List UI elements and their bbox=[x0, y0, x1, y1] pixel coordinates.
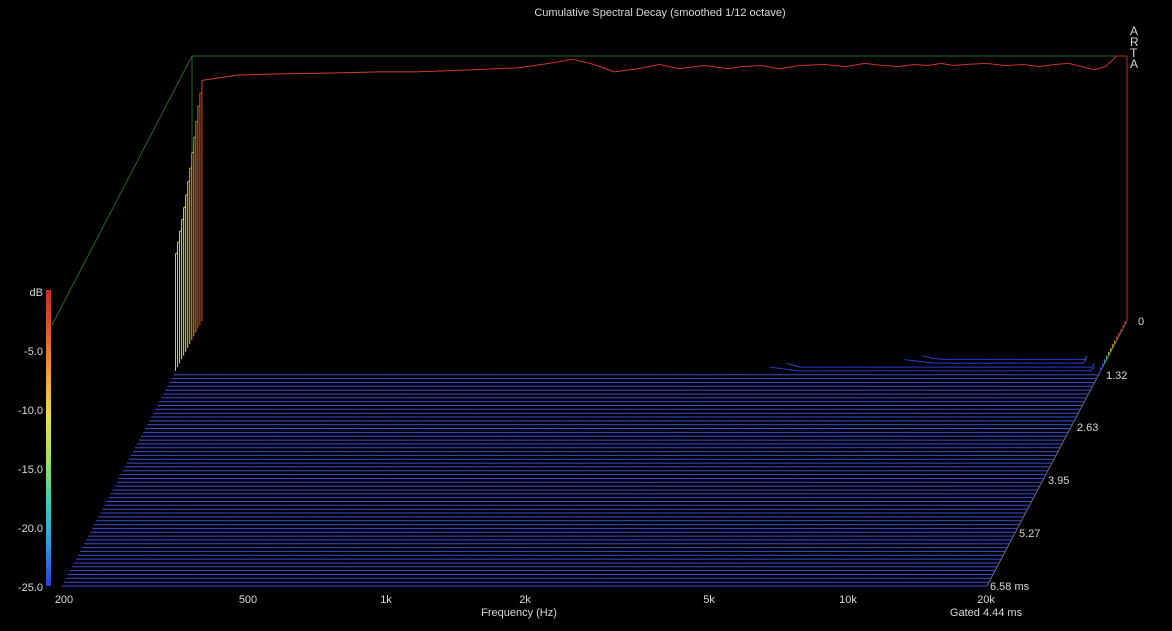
slice-segment bbox=[845, 62, 865, 68]
frequency-tick-label: 20k bbox=[977, 594, 995, 606]
slice-segment bbox=[659, 64, 680, 70]
time-tick-label: 1.32 bbox=[1106, 370, 1127, 382]
slice-segment bbox=[237, 73, 275, 76]
slice-segment bbox=[940, 62, 954, 66]
db-tick-label: -15.0 bbox=[18, 464, 43, 476]
decay-slices bbox=[61, 55, 1128, 587]
slice-segment bbox=[415, 70, 447, 73]
slice-segment bbox=[905, 359, 919, 362]
frequency-tick-label: 10k bbox=[839, 594, 857, 606]
slice-segment bbox=[1054, 62, 1069, 65]
slice-segment bbox=[1105, 55, 1117, 67]
frequency-axis: 200 500 1k 2k 5k 10k 20k Frequency (Hz) … bbox=[55, 594, 1023, 619]
time-tick-label: 3.95 bbox=[1048, 475, 1069, 487]
slice-segment bbox=[446, 69, 474, 72]
slice-segment bbox=[930, 362, 943, 364]
time-tick-label: 2.63 bbox=[1077, 422, 1098, 434]
slice-segment bbox=[274, 72, 333, 75]
frequency-tick-label: 5k bbox=[703, 594, 715, 606]
slice-segment bbox=[920, 354, 934, 359]
time-tick-label: 5.27 bbox=[1019, 528, 1040, 540]
slice-segment bbox=[778, 65, 801, 70]
colormap-bar bbox=[46, 290, 51, 586]
db-axis: dB -5.0 -10.0 -15.0 -20.0 -25.0 bbox=[18, 287, 43, 594]
slice-fill bbox=[201, 56, 1127, 321]
db-tick-label: -25.0 bbox=[18, 582, 43, 594]
slice-segment bbox=[571, 58, 595, 65]
slice-segment bbox=[824, 64, 846, 68]
logo-letter: R bbox=[1130, 35, 1139, 49]
db-tick-label: -10.0 bbox=[18, 405, 43, 417]
logo-letter: A bbox=[1130, 24, 1138, 38]
decay-slice bbox=[201, 55, 1128, 321]
logo-letter: T bbox=[1130, 46, 1138, 60]
slice-segment bbox=[913, 64, 928, 66]
slice-segment bbox=[678, 65, 705, 70]
slice-segment bbox=[741, 65, 762, 68]
time-axis: 0 1.32 2.63 3.95 5.27 6.58 ms bbox=[990, 316, 1144, 593]
slice-segment bbox=[332, 71, 379, 74]
frequency-tick-label: 500 bbox=[239, 594, 257, 606]
chart-title: Cumulative Spectral Decay (smoothed 1/12… bbox=[534, 7, 785, 19]
frequency-tick-label: 200 bbox=[55, 594, 73, 606]
slice-segment bbox=[800, 64, 825, 66]
time-tick-label: 6.58 ms bbox=[990, 581, 1030, 593]
slice-segment bbox=[882, 65, 899, 68]
slice-segment bbox=[1023, 64, 1040, 68]
slice-segment bbox=[727, 66, 742, 70]
slice-segment bbox=[704, 65, 728, 70]
db-tick-label: -20.0 bbox=[18, 523, 43, 535]
frequency-tick-label: 2k bbox=[519, 594, 531, 606]
slice-segment bbox=[1068, 62, 1082, 68]
logo-letter: A bbox=[1130, 57, 1138, 71]
slice-segment bbox=[518, 61, 556, 69]
slice-segment bbox=[555, 58, 573, 63]
slice-segment bbox=[638, 64, 660, 70]
slice-segment bbox=[864, 62, 883, 66]
slice-segment bbox=[761, 65, 779, 70]
frequency-axis-label: Frequency (Hz) bbox=[481, 607, 557, 619]
gate-label: Gated 4.44 ms bbox=[950, 607, 1023, 619]
slice-segment bbox=[614, 68, 639, 73]
arta-logo: A R T A bbox=[1130, 24, 1139, 71]
slice-segment bbox=[1081, 66, 1095, 71]
slice-segment bbox=[986, 62, 1006, 66]
slice-segment bbox=[964, 62, 987, 65]
slice-segment bbox=[773, 367, 798, 372]
frequency-tick-label: 1k bbox=[380, 594, 392, 606]
frame-edge bbox=[51, 55, 193, 326]
slice-segment bbox=[898, 64, 914, 68]
slice-segment bbox=[1039, 64, 1055, 68]
time-axis-line bbox=[986, 320, 1128, 587]
slice-segment bbox=[201, 74, 238, 81]
slice-segment bbox=[918, 360, 932, 364]
db-axis-label: dB bbox=[30, 287, 43, 299]
slice-segment bbox=[594, 64, 615, 73]
time-tick-label: 0 bbox=[1138, 316, 1144, 328]
slice-segment bbox=[953, 64, 965, 66]
slice-segment bbox=[927, 62, 942, 66]
slice-segment bbox=[1005, 64, 1024, 66]
slice-segment bbox=[1093, 66, 1106, 71]
slice-segment bbox=[932, 357, 945, 360]
slice-segment bbox=[473, 67, 519, 71]
db-tick-label: -5.0 bbox=[24, 346, 43, 358]
